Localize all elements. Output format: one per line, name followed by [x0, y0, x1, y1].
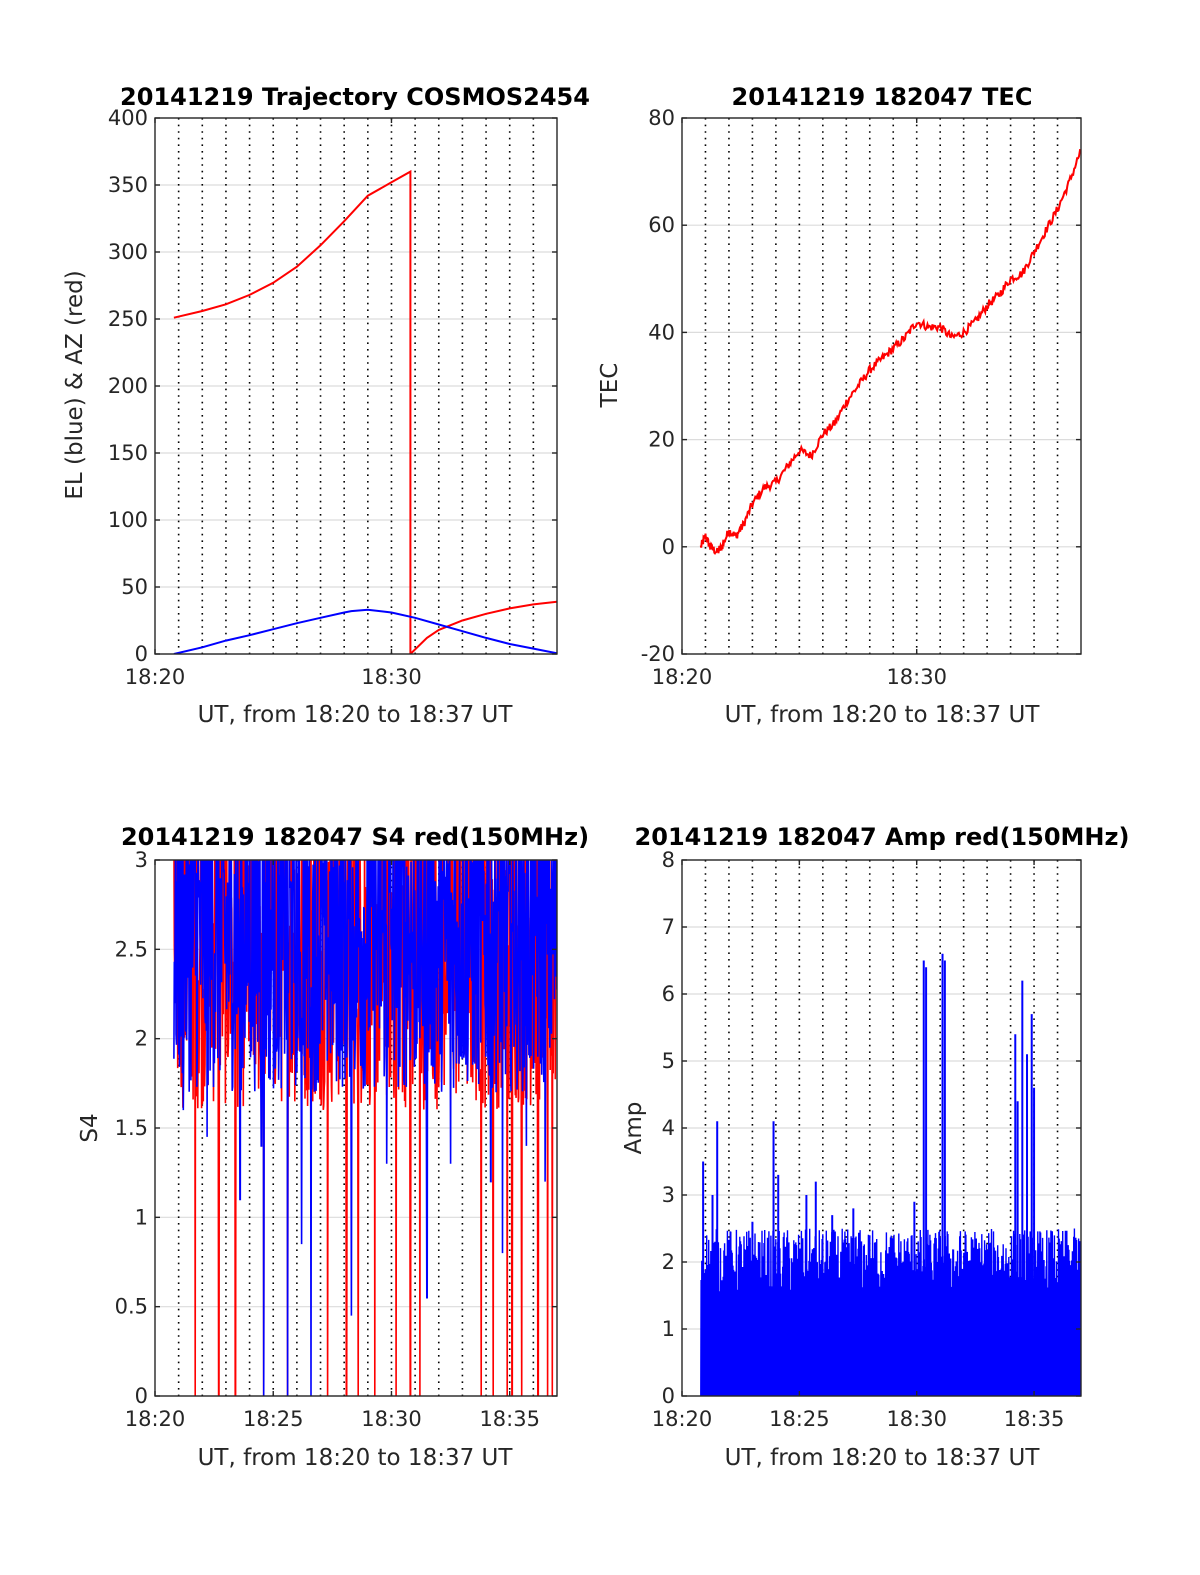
y-tick-label: 60 [648, 213, 675, 237]
series-line-blue [173, 608, 557, 654]
y-tick-label: 2.5 [115, 937, 148, 961]
x-tick-label: 18:35 [479, 1407, 540, 1431]
series-group [699, 149, 1081, 555]
y-tick-label: 5 [662, 1049, 675, 1073]
y-tick-label: 7 [662, 915, 675, 939]
x-tick-label: 18:20 [125, 1407, 186, 1431]
y-tick-label: 40 [648, 320, 675, 344]
panel-tec-xlabel: UT, from 18:20 to 18:37 UT [725, 702, 1041, 728]
series-line-red [699, 149, 1081, 555]
x-tick-label: 18:20 [652, 1407, 713, 1431]
y-tick-label: 2 [135, 1027, 148, 1051]
panel-s4: 20141219 182047 S4 red(150MHz) 0 0.5 1 1.5 2… [77, 823, 589, 1471]
panel-tec-title: 20141219 182047 TEC [732, 83, 1033, 111]
y-tick-label: 0 [135, 642, 148, 666]
panel-s4-ylabel: S4 [77, 1113, 103, 1142]
y-tick-label: 100 [108, 508, 148, 532]
x-tick-label: 18:30 [361, 665, 422, 689]
y-tick-label: 1.5 [115, 1116, 148, 1140]
series-group [700, 953, 1081, 1396]
y-tick-label: 3 [135, 848, 148, 872]
plot-area [682, 118, 1081, 654]
y-tick-label: 3 [662, 1183, 675, 1207]
y-tick-label: 80 [648, 106, 675, 130]
panel-trajectory-ylabel: EL (blue) & AZ (red) [62, 270, 88, 499]
panel-tec: 20141219 182047 TEC -20 0 20 40 60 80 18:20 18:… [597, 83, 1082, 728]
y-tick-label: 0 [662, 1384, 675, 1408]
panel-amp-xlabel: UT, from 18:20 to 18:37 UT [725, 1445, 1041, 1471]
series-line-blue [173, 860, 557, 1396]
x-tick-label: 18:25 [769, 1407, 830, 1431]
x-tick-label: 18:25 [243, 1407, 304, 1431]
panel-amp-title: 20141219 182047 Amp red(150MHz) [635, 823, 1130, 851]
y-tick-label: 300 [108, 240, 148, 264]
x-tick-label: 18:35 [1004, 1407, 1065, 1431]
y-tick-label: 8 [662, 848, 675, 872]
x-tick-label: 18:30 [886, 1407, 947, 1431]
y-tick-label: 4 [662, 1116, 675, 1140]
y-tick-label: 2 [662, 1250, 675, 1274]
series-group [173, 169, 557, 654]
y-tick-label: 150 [108, 441, 148, 465]
y-tick-label: -20 [641, 642, 675, 666]
x-tick-label: 18:20 [652, 665, 713, 689]
x-tick-label: 18:20 [125, 665, 186, 689]
series-line-red [173, 860, 557, 1396]
panel-trajectory-title: 20141219 Trajectory COSMOS2454 [120, 83, 590, 111]
panel-tec-ylabel: TEC [597, 363, 623, 409]
y-tick-label: 6 [662, 982, 675, 1006]
series-group [173, 860, 557, 1396]
panel-trajectory: 20141219 Trajectory COSMOS2454 0 50 100 150… [62, 83, 590, 728]
panel-amp-ylabel: Amp [621, 1102, 647, 1155]
x-tick-label: 18:30 [361, 1407, 422, 1431]
panel-amp: 20141219 182047 Amp red(150MHz) 0 1 2 3 4 5 6 7… [621, 823, 1129, 1471]
axes-box [681, 117, 1082, 655]
y-tick-label: 400 [108, 106, 148, 130]
y-tick-label: 250 [108, 307, 148, 331]
series-line-blue [700, 1228, 1081, 1396]
x-tick-label: 18:30 [886, 665, 947, 689]
y-tick-label: 1 [662, 1317, 675, 1341]
panel-s4-xlabel: UT, from 18:20 to 18:37 UT [198, 1445, 514, 1471]
y-tick-label: 350 [108, 173, 148, 197]
y-tick-label: 200 [108, 374, 148, 398]
series-line-red [173, 169, 557, 654]
y-tick-label: 1 [135, 1205, 148, 1229]
y-tick-label: 20 [648, 428, 675, 452]
y-tick-label: 0 [135, 1384, 148, 1408]
y-tick-label: 0.5 [115, 1295, 148, 1319]
y-tick-label: 0 [662, 535, 675, 559]
panel-trajectory-xlabel: UT, from 18:20 to 18:37 UT [198, 702, 514, 728]
y-tick-label: 50 [121, 575, 148, 599]
panel-s4-title: 20141219 182047 S4 red(150MHz) [121, 823, 589, 851]
